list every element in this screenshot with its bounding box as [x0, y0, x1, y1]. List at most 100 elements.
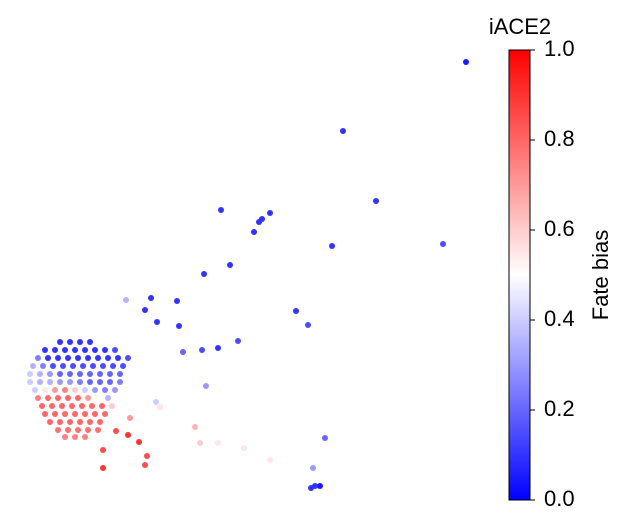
point [322, 435, 328, 441]
point [87, 371, 93, 377]
point [105, 395, 111, 401]
point [100, 363, 106, 369]
point [82, 387, 88, 393]
point [77, 419, 83, 425]
point [203, 383, 209, 389]
point [109, 403, 115, 409]
point [317, 483, 323, 489]
point [97, 419, 103, 425]
point [340, 128, 346, 134]
point [110, 363, 116, 369]
point [95, 395, 101, 401]
point [92, 347, 98, 353]
point [30, 363, 36, 369]
point [42, 347, 48, 353]
point [100, 465, 106, 471]
point [157, 404, 163, 410]
point [82, 434, 88, 440]
point [329, 243, 335, 249]
point [69, 403, 75, 409]
point [92, 387, 98, 393]
point [310, 465, 316, 471]
point [75, 395, 81, 401]
point [62, 347, 68, 353]
point [120, 363, 126, 369]
point [308, 485, 314, 491]
point [117, 379, 123, 385]
point [180, 349, 186, 355]
point [55, 355, 61, 361]
point [55, 427, 61, 433]
point [154, 319, 160, 325]
point [57, 371, 63, 377]
point [67, 379, 73, 385]
point [235, 338, 241, 344]
point [37, 379, 43, 385]
point [87, 419, 93, 425]
point [142, 307, 148, 313]
point [123, 297, 129, 303]
point [176, 323, 182, 329]
point [52, 411, 58, 417]
colorbar-label: Fate bias [588, 230, 613, 321]
point [92, 411, 98, 417]
point [192, 424, 198, 430]
point [87, 379, 93, 385]
point [142, 462, 148, 468]
colorbar-tick-label: 0.2 [544, 396, 575, 421]
point [269, 438, 275, 444]
point [52, 387, 58, 393]
point [107, 379, 113, 385]
point [89, 403, 95, 409]
point [87, 339, 93, 345]
point [35, 355, 41, 361]
point [32, 387, 38, 393]
point [215, 440, 221, 446]
point [49, 403, 55, 409]
point [39, 403, 45, 409]
point [45, 355, 51, 361]
point [40, 363, 46, 369]
point [102, 411, 108, 417]
point [99, 403, 105, 409]
point [112, 347, 118, 353]
point [67, 339, 73, 345]
point [148, 295, 154, 301]
point [127, 415, 133, 421]
point [85, 395, 91, 401]
colorbar-tick-label: 0.4 [544, 306, 575, 331]
point [102, 387, 108, 393]
point [27, 371, 33, 377]
point [59, 403, 65, 409]
point [117, 371, 123, 377]
point [75, 427, 81, 433]
point [95, 427, 101, 433]
point [97, 379, 103, 385]
point [42, 411, 48, 417]
point [174, 298, 180, 304]
point [80, 363, 86, 369]
point [50, 363, 56, 369]
point [62, 434, 68, 440]
plot-area [27, 59, 469, 491]
point [373, 198, 379, 204]
point [97, 371, 103, 377]
point [62, 387, 68, 393]
point [65, 427, 71, 433]
point [57, 379, 63, 385]
point [267, 457, 273, 463]
point [27, 379, 33, 385]
point [62, 411, 68, 417]
point [55, 395, 61, 401]
colorbar-tick-label: 0.0 [544, 486, 575, 511]
point [57, 419, 63, 425]
point [79, 403, 85, 409]
point [47, 379, 53, 385]
point [90, 363, 96, 369]
point [305, 322, 311, 328]
point [215, 345, 221, 351]
point [72, 387, 78, 393]
point [440, 241, 446, 247]
point [241, 445, 247, 451]
